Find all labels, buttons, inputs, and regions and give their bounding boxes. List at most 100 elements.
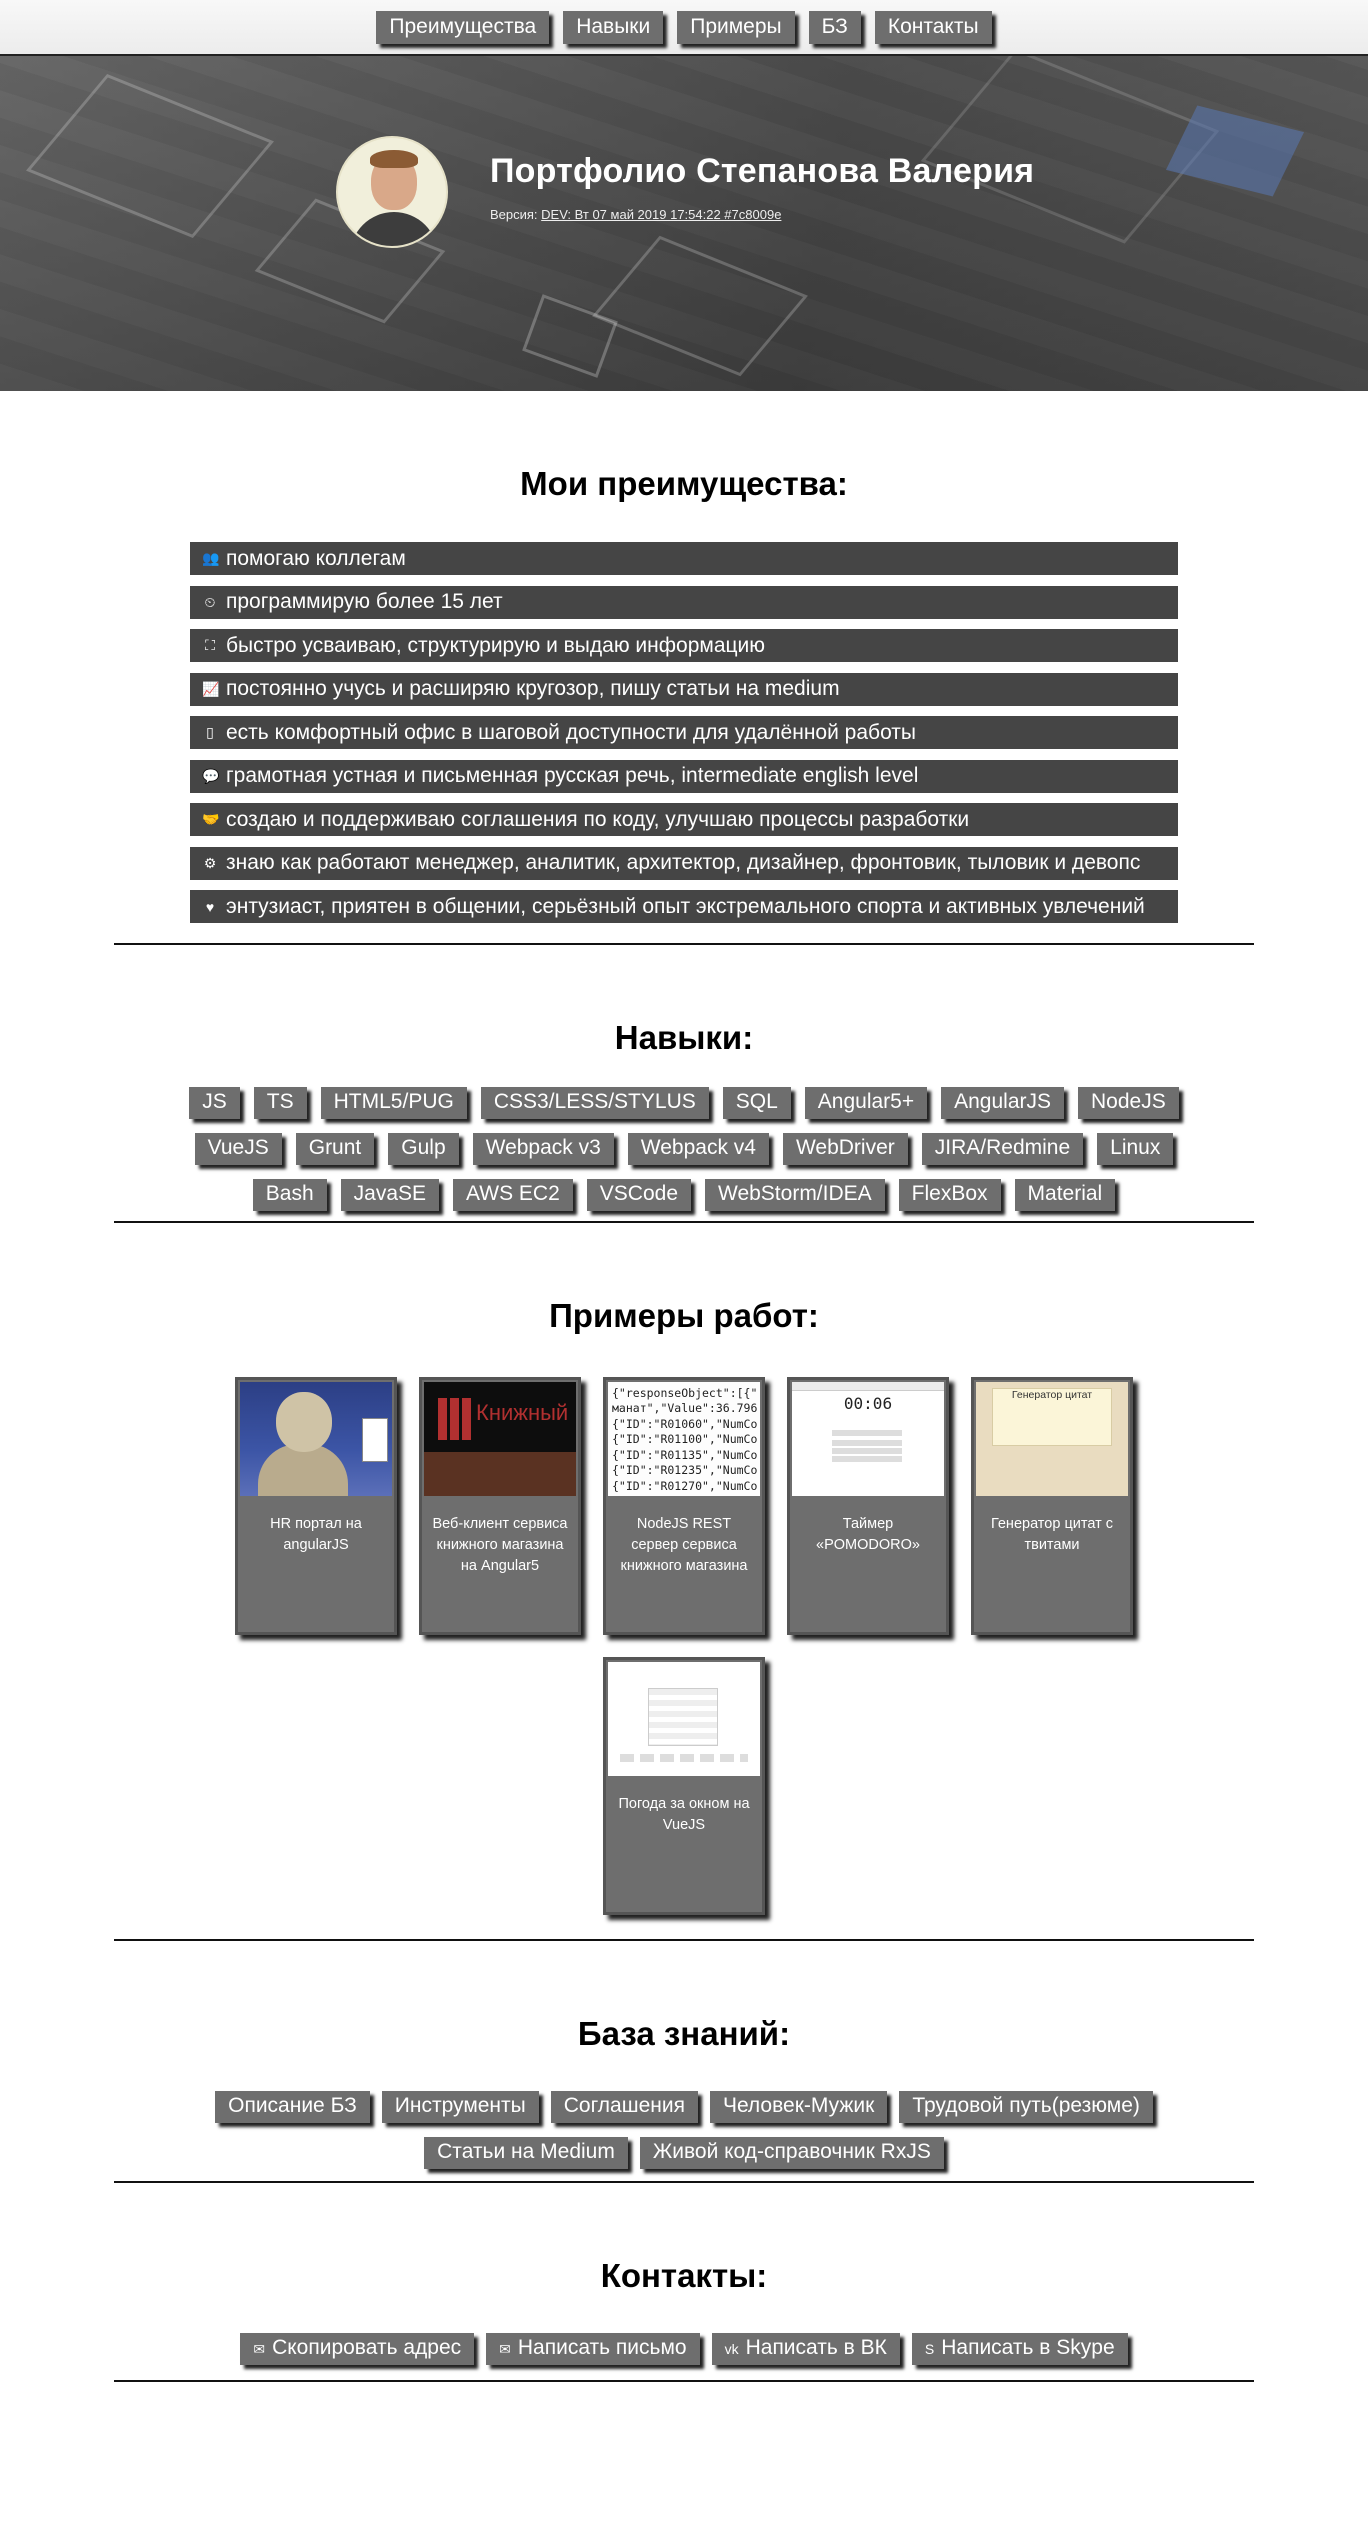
nav-advantages[interactable]: Преимущества (376, 10, 550, 44)
skill-tag[interactable]: WebDriver (782, 1132, 908, 1165)
nav-skills[interactable]: Навыки (563, 10, 664, 44)
contact-button[interactable]: ✉ Скопировать адрес (240, 2332, 475, 2365)
weather-buttons (620, 1753, 748, 1762)
skill-tag[interactable]: NodeJS (1078, 1086, 1179, 1119)
skill-tag[interactable]: AWS EC2 (453, 1178, 573, 1211)
handshake-icon: 🤝 (202, 811, 220, 827)
skill-tag[interactable]: TS (253, 1086, 307, 1119)
work-caption: Погода за окном на VueJS (618, 1795, 750, 1833)
hero-content: Портфолио Степанова Валерия Версия: DEV:… (336, 136, 1034, 248)
nav-kb[interactable]: БЗ (808, 10, 861, 44)
kb-link[interactable]: Соглашения (550, 2090, 698, 2123)
advantage-item: ▯ есть комфортный офис в шаговой доступно… (190, 716, 1178, 749)
advantage-text: помогаю коллегам (226, 546, 406, 570)
advantage-item: 💬 грамотная устная и письменная русская р… (190, 759, 1178, 793)
advantage-item: 🤝 создаю и поддерживаю соглашения по коду… (190, 803, 1178, 836)
hero-bg-shape (26, 73, 274, 239)
work-card[interactable]: {"responseObject":[{" манат","Value":36.… (603, 1376, 765, 1635)
kb-link[interactable]: Человек-Мужик (709, 2090, 888, 2123)
work-card[interactable]: HR портал на angularJS (235, 1376, 397, 1635)
advantage-text: есть комфортный офис в шаговой доступнос… (226, 720, 916, 744)
thumb-text: Генератор цитат (1011, 1388, 1093, 1401)
work-card[interactable]: Погода за окном на VueJS (603, 1656, 765, 1915)
work-thumbnail: Генератор цитат (976, 1381, 1128, 1496)
skill-tag[interactable]: WebStorm/IDEA (705, 1178, 885, 1211)
skype-icon: S (924, 2340, 935, 2357)
thumb-text: 00:06 (843, 1393, 893, 1413)
advantage-text: знаю как работают менеджер, аналитик, ар… (226, 851, 1141, 874)
skill-tag[interactable]: SQL (722, 1086, 791, 1119)
kb-link[interactable]: Статьи на Medium (424, 2136, 628, 2169)
line-chart-icon: 📈 (202, 680, 220, 697)
skill-tag[interactable]: JavaSE (340, 1178, 440, 1211)
skill-tag[interactable]: Webpack v4 (627, 1132, 769, 1165)
work-thumbnail: {"responseObject":[{" манат","Value":36.… (608, 1381, 760, 1496)
envelope-icon: ✉ (253, 2340, 266, 2357)
avatar-body (350, 212, 438, 246)
login-form-preview (362, 1417, 388, 1462)
hero-bg-shape (592, 235, 808, 377)
clock-icon: ⏲ (204, 593, 216, 610)
skill-tag[interactable]: Gulp (388, 1132, 459, 1165)
advantage-text: постоянно учусь и расширяю кругозор, пиш… (226, 677, 840, 700)
work-thumbnail (608, 1661, 760, 1776)
skill-tag[interactable]: Bash (252, 1178, 327, 1211)
page-title: Портфолио Степанова Валерия (490, 152, 1035, 190)
skills-title: Навыки: (614, 1018, 754, 1056)
thumb-text: Книжный (476, 1399, 569, 1425)
advantage-item: 📈 постоянно учусь и расширяю кругозор, пи… (190, 672, 1178, 706)
work-caption: Таймер «POMODORO» (816, 1515, 920, 1553)
kb-link[interactable]: Трудовой путь(резюме) (899, 2090, 1153, 2123)
version-link[interactable]: DEV: Вт 07 май 2019 17:54:22 #7c8009e (541, 207, 782, 222)
nav-contacts[interactable]: Контакты (874, 10, 992, 44)
timer-row (832, 1455, 902, 1462)
users-icon: 👥 (202, 550, 220, 566)
version-line: Версия: DEV: Вт 07 май 2019 17:54:22 #7c… (490, 207, 1034, 222)
skill-tag[interactable]: Angular5+ (804, 1086, 928, 1119)
skill-tag[interactable]: Material (1014, 1178, 1116, 1211)
contact-button[interactable]: S Написать в Skype (911, 2332, 1128, 2365)
version-label: Версия: (490, 207, 538, 222)
advantages-list: 👥 помогаю коллегам ⏲ программирую более 15 … (190, 542, 1178, 923)
advantage-item: ⏲ программирую более 15 лет (190, 585, 1178, 619)
gears-icon: ⚙ (203, 854, 217, 871)
work-card[interactable]: 00:06 Таймер «POMODORO» (787, 1376, 949, 1635)
skill-tag[interactable]: HTML5/PUG (320, 1086, 467, 1119)
advantage-text: быстро усваиваю, структурирую и выдаю ин… (226, 633, 766, 657)
skill-tag[interactable]: VSCode (586, 1178, 691, 1211)
work-card[interactable]: Генератор цитат Генератор цитат с твитами (971, 1376, 1133, 1635)
envelope-o-icon: ✉ (499, 2340, 511, 2357)
skill-tag[interactable]: AngularJS (941, 1086, 1064, 1119)
timer-row (832, 1429, 902, 1436)
heart-icon: ♥ (205, 898, 215, 915)
work-caption: NodeJS REST сервер сервиса книжного мага… (620, 1515, 748, 1574)
contact-button[interactable]: ✉ Написать письмо (486, 2332, 700, 2365)
kb-section: База знаний: Описание БЗ Инструменты Согла… (114, 1941, 1254, 2183)
work-card[interactable]: Книжный Веб-клиент сервиса книжного магаз… (419, 1376, 581, 1635)
contacts-title: Контакты: (600, 2256, 768, 2294)
skill-tag[interactable]: FlexBox (898, 1178, 1001, 1211)
advantage-item: ♥ энтузиаст, приятен в общении, серьёзный… (190, 890, 1178, 923)
skills-list: JS TS HTML5/PUG CSS3/LESS/STYLUS SQL Angular5… (174, 1086, 1194, 1211)
avatar-hair (370, 150, 418, 168)
contact-label: Написать в Skype (941, 2335, 1115, 2359)
skill-tag[interactable]: JS (189, 1086, 240, 1119)
skill-tag[interactable]: CSS3/LESS/STYLUS (480, 1086, 709, 1119)
advantage-text: энтузиаст, приятен в общении, серьёзный … (226, 894, 1145, 918)
skill-tag[interactable]: VueJS (194, 1132, 282, 1165)
skill-tag[interactable]: Webpack v3 (472, 1132, 614, 1165)
advantage-item: ⛶ быстро усваиваю, структурирую и выдаю и… (190, 629, 1178, 662)
kb-link[interactable]: Инструменты (381, 2090, 539, 2123)
contact-label: Скопировать адрес (272, 2335, 462, 2359)
contact-button[interactable]: vk Написать в ВК (711, 2332, 900, 2365)
work-thumbnail: 00:06 (792, 1381, 944, 1496)
kb-link[interactable]: Живой код-справочник RxJS (639, 2136, 944, 2169)
quote-box (992, 1387, 1112, 1446)
nav-examples[interactable]: Примеры (677, 10, 795, 44)
kb-link[interactable]: Описание БЗ (215, 2090, 370, 2123)
skill-tag[interactable]: JIRA/Redmine (921, 1132, 1084, 1165)
skill-tag[interactable]: Linux (1097, 1132, 1174, 1165)
skill-tag[interactable]: Grunt (295, 1132, 375, 1165)
advantages-section: Мои преимущества: 👥 помогаю коллегам ⏲ прог… (114, 391, 1254, 945)
skills-section: Навыки: JS TS HTML5/PUG CSS3/LESS/STYLUS SQL… (114, 945, 1254, 1223)
